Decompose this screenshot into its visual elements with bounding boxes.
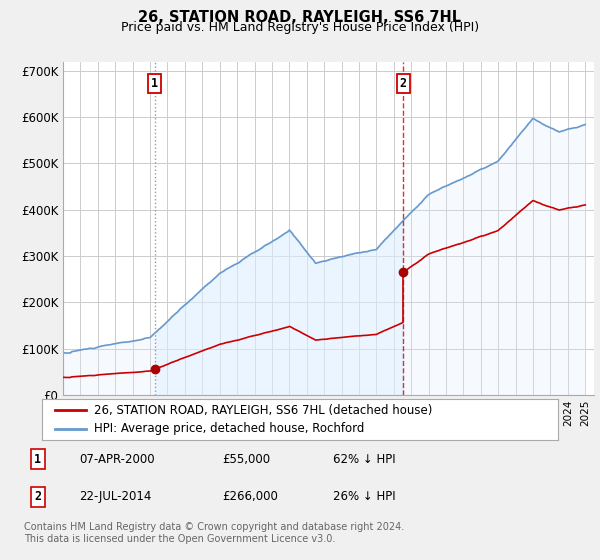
Text: 2: 2: [34, 491, 41, 503]
Text: HPI: Average price, detached house, Rochford: HPI: Average price, detached house, Roch…: [94, 422, 364, 435]
Text: 07-APR-2000: 07-APR-2000: [79, 452, 155, 465]
Text: 1: 1: [151, 77, 158, 90]
Text: 1: 1: [34, 452, 41, 465]
Text: 2: 2: [400, 77, 407, 90]
Text: 26, STATION ROAD, RAYLEIGH, SS6 7HL (detached house): 26, STATION ROAD, RAYLEIGH, SS6 7HL (det…: [94, 404, 432, 417]
Text: 22-JUL-2014: 22-JUL-2014: [79, 491, 152, 503]
Text: £266,000: £266,000: [223, 491, 278, 503]
Text: Price paid vs. HM Land Registry's House Price Index (HPI): Price paid vs. HM Land Registry's House …: [121, 21, 479, 34]
Text: £55,000: £55,000: [223, 452, 271, 465]
Text: 26, STATION ROAD, RAYLEIGH, SS6 7HL: 26, STATION ROAD, RAYLEIGH, SS6 7HL: [139, 10, 461, 25]
Text: Contains HM Land Registry data © Crown copyright and database right 2024.
This d: Contains HM Land Registry data © Crown c…: [24, 522, 404, 544]
Text: 62% ↓ HPI: 62% ↓ HPI: [333, 452, 396, 465]
Text: 26% ↓ HPI: 26% ↓ HPI: [333, 491, 396, 503]
